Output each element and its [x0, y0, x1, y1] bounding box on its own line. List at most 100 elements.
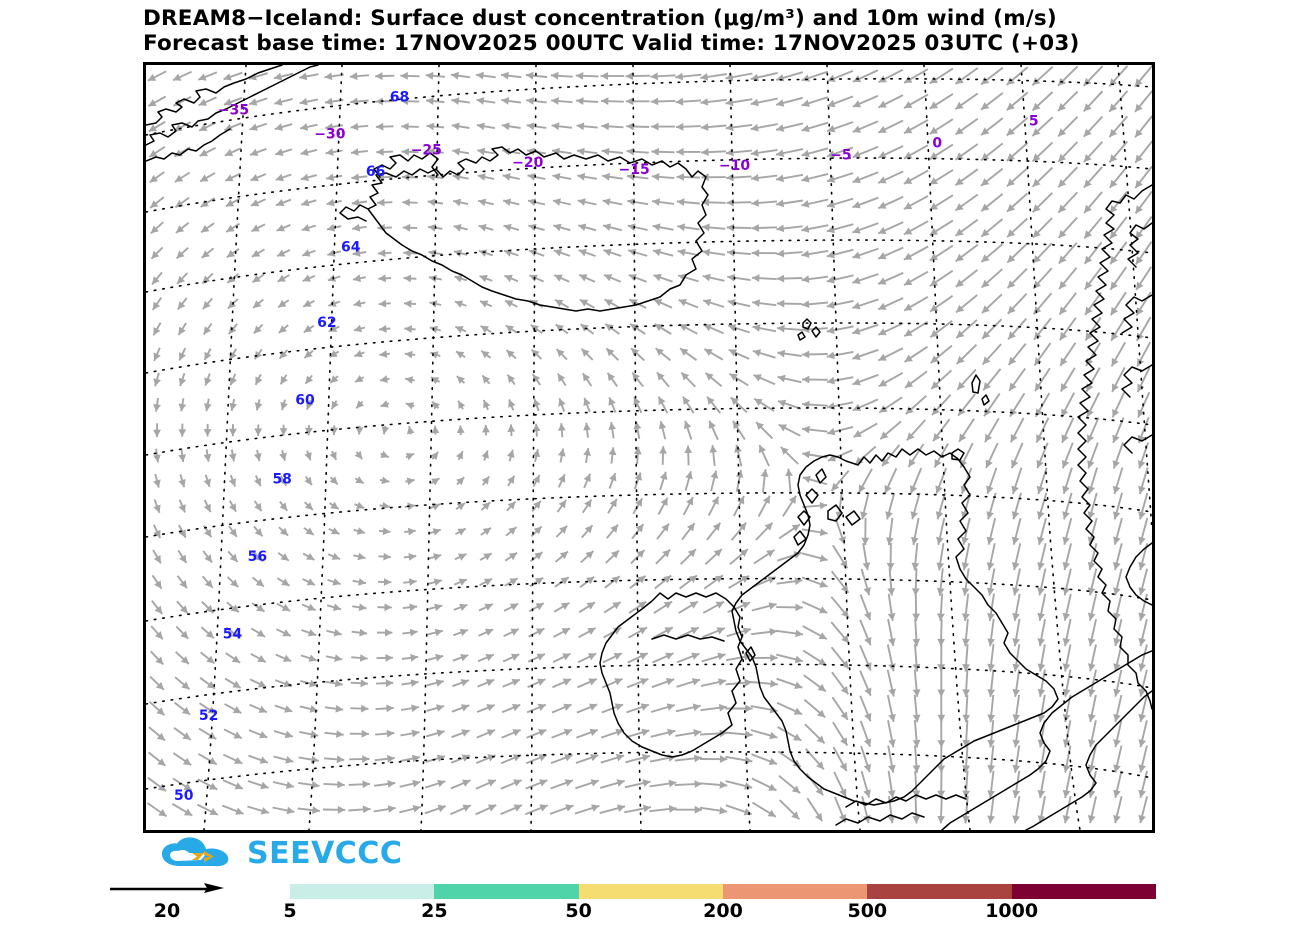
- wind-arrow: [879, 373, 903, 387]
- wind-arrow: [255, 399, 263, 410]
- wind-arrow: [852, 350, 878, 360]
- wind-arrow: [376, 123, 394, 131]
- wind-arrow: [378, 249, 392, 257]
- wind-arrow: [552, 148, 572, 156]
- wind-arrow: [229, 324, 237, 334]
- wind-arrow: [229, 399, 237, 411]
- wind-arrow: [349, 780, 370, 788]
- wind-arrow: [707, 397, 720, 413]
- wind-arrow: [255, 349, 263, 359]
- wind-arrow: [888, 619, 896, 646]
- wind-arrow: [477, 97, 496, 105]
- wind-arrow: [225, 704, 242, 713]
- wind-arrow: [649, 805, 676, 813]
- wind-arrow: [579, 628, 596, 637]
- wind-arrow: [987, 619, 995, 646]
- wind-arrow: [378, 603, 392, 611]
- wind-arrow: [1012, 644, 1020, 671]
- wind-arrow: [277, 224, 291, 231]
- wind-arrow: [527, 704, 546, 713]
- wind-arrow: [675, 73, 701, 81]
- wind-arrow: [404, 553, 416, 561]
- wind-arrow: [501, 779, 522, 788]
- wind-arrow: [1063, 644, 1071, 671]
- wind-arrow: [528, 224, 544, 232]
- wind-arrow: [931, 370, 951, 389]
- wind-arrow: [280, 400, 287, 410]
- wind-arrow: [1113, 443, 1123, 469]
- coastlines: [146, 65, 1152, 830]
- wind-arrow: [777, 275, 803, 283]
- wind-arrow: [913, 745, 921, 772]
- wind-arrow: [1012, 670, 1020, 697]
- wind-arrow: [204, 475, 211, 487]
- wind-arrow: [152, 272, 162, 284]
- wind-arrow: [628, 249, 647, 256]
- wind-arrow: [529, 603, 544, 611]
- wind-arrow: [481, 528, 491, 536]
- wind-arrow: [802, 602, 827, 614]
- colorbar-tick-label: 5: [283, 900, 296, 922]
- wind-arrow: [1137, 292, 1151, 315]
- wind-arrow: [682, 523, 695, 540]
- wind-arrow: [482, 425, 490, 436]
- wind-arrow: [982, 319, 1001, 339]
- wind-arrow: [651, 123, 675, 131]
- wind-arrow: [904, 322, 927, 336]
- wind-arrow: [675, 806, 702, 814]
- wind-arrow: [578, 653, 596, 662]
- wind-arrow: [302, 604, 316, 611]
- wind-arrow: [1084, 142, 1102, 162]
- wind-arrow: [751, 628, 777, 636]
- wind-arrow: [937, 720, 945, 747]
- wind-arrow: [653, 223, 674, 231]
- wind-arrow: [700, 73, 727, 81]
- wind-arrow: [558, 423, 566, 437]
- wind-arrow: [506, 325, 517, 332]
- wind-arrow: [912, 594, 920, 621]
- wind-arrow: [630, 576, 646, 588]
- wind-arrow: [1135, 141, 1152, 163]
- wind-arrow: [878, 146, 903, 158]
- wind-arrow: [656, 550, 670, 564]
- wind-arrow: [552, 122, 572, 130]
- wind-arrow: [300, 98, 318, 106]
- wind-arrow: [1037, 468, 1047, 494]
- wind-arrow: [452, 704, 469, 712]
- wind-arrow: [179, 398, 187, 411]
- wind-arrow: [204, 449, 212, 461]
- wind-arrow: [1063, 771, 1071, 798]
- wind-arrow: [1007, 168, 1028, 186]
- wind-arrow: [827, 377, 853, 385]
- wind-arrow: [178, 550, 186, 563]
- wind-arrow: [553, 653, 570, 662]
- wind-arrow: [275, 705, 293, 712]
- wind-arrow: [429, 553, 441, 561]
- colorbar-tick-label: 200: [703, 900, 743, 922]
- wind-arrow: [1063, 594, 1071, 621]
- wind-arrow: [804, 700, 825, 718]
- wind-arrow: [350, 705, 368, 713]
- wind-arrow: [202, 602, 213, 613]
- wind-arrow: [981, 93, 1003, 110]
- wind-arrow: [578, 224, 596, 232]
- wind-arrow: [1135, 65, 1152, 86]
- wind-arrow: [701, 123, 727, 131]
- wind-arrow: [982, 294, 1002, 313]
- wind-arrow: [833, 545, 848, 568]
- wind-arrow: [154, 348, 161, 361]
- wind-arrow: [504, 249, 518, 256]
- wind-arrow: [709, 445, 717, 466]
- wind-arrow: [427, 123, 445, 131]
- wind-arrow: [280, 502, 288, 511]
- wind-arrow: [202, 248, 214, 258]
- wind-arrow: [576, 754, 598, 763]
- wind-arrow: [777, 679, 803, 689]
- wind-arrow: [354, 350, 364, 357]
- wind-arrow: [631, 550, 645, 563]
- wind-arrow: [801, 174, 828, 183]
- longitude-label: −25: [411, 142, 442, 158]
- wind-arrow: [298, 806, 320, 814]
- wind-arrow: [627, 148, 649, 156]
- wind-arrow: [151, 222, 163, 233]
